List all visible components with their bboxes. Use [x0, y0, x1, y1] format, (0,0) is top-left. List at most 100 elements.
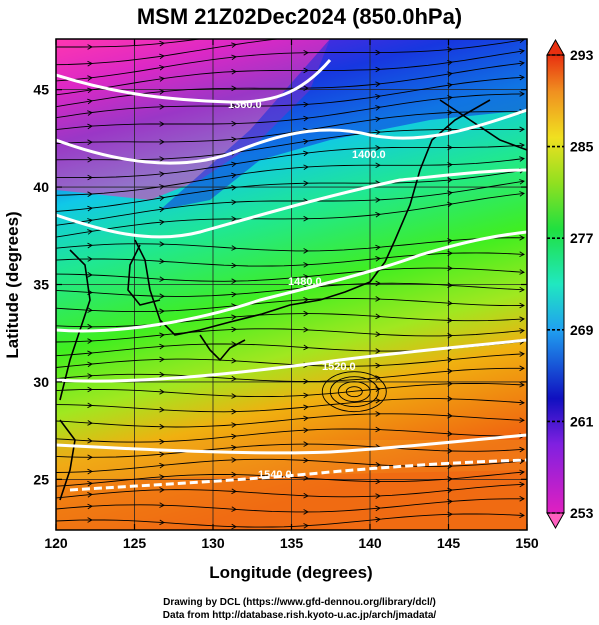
- streamline-arrow: [303, 457, 309, 464]
- streamline-arrow: [87, 218, 93, 224]
- streamline-arrow: [375, 348, 381, 354]
- streamline-arrow: [159, 462, 165, 469]
- streamline-arrow: [303, 310, 309, 317]
- streamline-arrow: [303, 138, 309, 145]
- streamline-arrow: [519, 512, 525, 519]
- streamline: [56, 252, 525, 267]
- streamline-arrow: [159, 423, 165, 430]
- streamline-arrow: [159, 519, 165, 526]
- streamline-arrow: [447, 448, 453, 454]
- streamline-arrow: [303, 404, 309, 411]
- streamline-arrow: [447, 71, 453, 77]
- credit-data-source: Data from http://database.rish.kyoto-u.a…: [162, 610, 437, 621]
- streamline-arrow: [231, 54, 237, 61]
- streamline-arrow: [159, 356, 165, 363]
- streamline-arrow: [447, 487, 453, 494]
- streamline-arrow: [519, 382, 525, 388]
- streamline-arrow: [303, 101, 309, 108]
- streamline-arrow: [87, 87, 93, 94]
- colorbar-top-arrow: [546, 38, 565, 56]
- streamline-arrow: [159, 258, 165, 265]
- streamline-arrow: [87, 60, 93, 67]
- streamline-arrow: [375, 116, 381, 123]
- streamline-arrow: [519, 91, 525, 97]
- streamline-arrow: [303, 248, 309, 254]
- streamline-arrow: [303, 215, 309, 222]
- streamline-arrow: [231, 199, 237, 205]
- streamline-arrow: [231, 408, 237, 415]
- streamline: [56, 237, 525, 252]
- streamline: [56, 144, 525, 179]
- streamline-arrow: [375, 280, 381, 287]
- streamline-arrow: [375, 462, 381, 468]
- streamline: [56, 267, 525, 282]
- streamline-arrow: [375, 162, 381, 168]
- streamline-arrow: [519, 351, 525, 357]
- streamline-arrow: [87, 480, 93, 487]
- streamline-arrow: [231, 184, 237, 191]
- vortex-ring: [329, 376, 379, 408]
- streamline-arrow: [375, 505, 381, 512]
- streamline-arrow: [87, 98, 93, 105]
- streamline-arrow: [303, 523, 309, 529]
- streamline: [56, 353, 525, 368]
- streamline-arrow: [231, 422, 237, 428]
- contour-label-1400: 1400.0: [352, 149, 386, 161]
- streamline-arrow: [375, 129, 381, 136]
- streamline-arrow: [159, 474, 165, 480]
- streamline-arrow: [519, 399, 525, 406]
- colorbar: 293 285 277 269 261 253: [546, 38, 594, 530]
- streamline-arrow: [231, 245, 237, 251]
- streamline-arrow: [375, 93, 381, 100]
- streamline-arrow: [159, 502, 165, 508]
- streamline-arrow: [231, 262, 237, 269]
- streamline-arrow: [159, 53, 165, 60]
- streamline-arrow: [87, 361, 93, 368]
- streamline: [56, 169, 525, 212]
- streamline-arrow: [231, 120, 237, 127]
- streamline: [56, 428, 525, 443]
- streamline-arrow: [447, 238, 453, 244]
- streamline: [56, 458, 525, 473]
- streamline-arrow: [447, 161, 453, 168]
- streamline-arrow: [231, 32, 236, 37]
- streamline: [56, 93, 525, 131]
- vortex-ring: [345, 386, 363, 398]
- streamline-arrow: [231, 136, 237, 143]
- height-contours: [56, 59, 527, 492]
- streamline-arrow: [159, 332, 165, 338]
- y-tick-label: 45: [33, 82, 49, 98]
- streamline-arrow: [159, 64, 165, 71]
- streamline-arrow: [87, 256, 93, 262]
- streamline-arrow: [303, 415, 309, 422]
- streamline-arrow: [87, 323, 93, 330]
- x-axis-ticks: 120 125 130 135 140 145 150: [44, 39, 539, 551]
- streamline-arrow: [87, 229, 93, 235]
- streamline-arrow: [231, 433, 237, 440]
- streamline-arrow: [87, 242, 93, 249]
- streamline-arrow: [87, 272, 93, 278]
- vortex-ring: [337, 381, 371, 403]
- streamline-arrow: [447, 250, 453, 257]
- streamline-arrow: [159, 389, 165, 395]
- streamline-arrow: [519, 269, 525, 275]
- streamline: [56, 180, 525, 226]
- x-tick-label: 135: [280, 535, 304, 551]
- streamline-arrow: [447, 476, 453, 482]
- streamline-arrow: [519, 302, 525, 309]
- streamline-arrow: [87, 205, 93, 212]
- streamline-arrow: [87, 123, 93, 130]
- streamline-arrow: [231, 457, 237, 463]
- streamline: [56, 413, 525, 428]
- streamline: [56, 382, 525, 398]
- colorbar-tick-label: 293: [570, 47, 594, 63]
- streamline: [56, 39, 283, 66]
- streamline-arrow: [159, 104, 165, 110]
- streamline-arrow: [231, 278, 237, 284]
- streamline-arrow: [159, 451, 165, 458]
- streamline-arrow: [447, 144, 453, 151]
- streamline-arrow: [375, 49, 381, 56]
- streamline-arrow: [447, 413, 453, 419]
- streamline-arrow: [303, 180, 309, 187]
- streamline: [56, 111, 524, 145]
